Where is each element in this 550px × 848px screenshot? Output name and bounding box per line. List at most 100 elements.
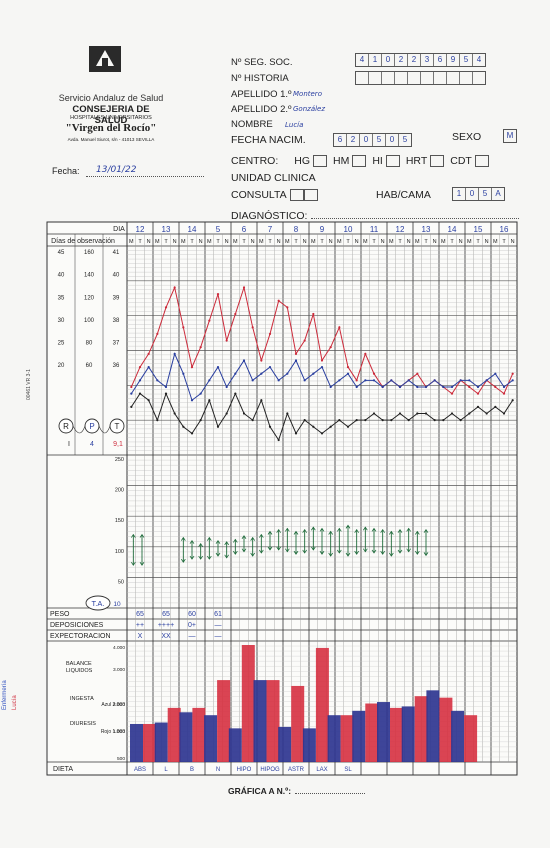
series-point-t <box>294 359 298 362</box>
ta-arrow-head-up <box>285 527 290 532</box>
andalucia-logo <box>84 44 126 82</box>
margin-note-2: Lucía <box>12 695 18 710</box>
ta-arrow-head-down <box>189 555 195 560</box>
ta-arrow-head-up <box>302 528 307 533</box>
series-point-p <box>320 359 324 362</box>
ingesta-bar <box>278 726 292 762</box>
series-point-r <box>320 432 324 435</box>
shift-label: T <box>372 239 376 245</box>
ta-arrow-head-down <box>285 548 290 553</box>
series-point-p <box>502 392 506 395</box>
expectoracion-value: — <box>215 633 222 640</box>
resp-scale-value: 40 <box>58 273 65 279</box>
series-point-p <box>182 326 185 329</box>
ta-arrow-head-down <box>415 550 420 555</box>
centro-checkbox <box>313 155 327 168</box>
seg-soc-box: 1 <box>369 54 382 66</box>
shift-label: N <box>173 239 177 245</box>
balance-label-2: LIQUIDOS <box>66 668 93 674</box>
day-number: 13 <box>162 225 171 234</box>
fecha-value: 13/01/22 <box>96 165 137 175</box>
historia-box <box>395 72 408 84</box>
shift-label: T <box>424 239 428 245</box>
shift-label: N <box>277 239 281 245</box>
series-point-r <box>277 438 280 442</box>
series-point-t <box>173 352 176 355</box>
expectoracion-label: EXPECTORACION <box>50 633 111 640</box>
series-point-t <box>390 379 393 382</box>
ta-scale-value: 100 <box>115 549 124 555</box>
expectoracion-value: — <box>189 633 196 640</box>
balance-label: BALANCE <box>66 661 92 667</box>
shift-label: N <box>147 239 151 245</box>
seg-soc-label: Nº SEG. SOC. <box>231 57 293 68</box>
series-point-r <box>164 392 168 395</box>
ingesta-label: INGESTA <box>70 696 94 702</box>
rojo-label: Rojo 1.000 <box>101 729 125 735</box>
ta-arrow-head-down <box>198 555 203 560</box>
apellido2-value: González <box>293 105 326 113</box>
apellido1-label: APELLIDO 1.º <box>231 89 292 100</box>
series-point-r <box>294 432 298 435</box>
temp-scale-value: 41 <box>113 250 120 256</box>
centro-option: CDT <box>450 155 472 167</box>
shift-label: M <box>311 239 316 245</box>
fecha-nac-box: 2 <box>347 134 360 146</box>
series-point-r <box>502 412 506 415</box>
series-point-r <box>234 392 237 395</box>
consulta-box <box>289 189 304 202</box>
series-point-t <box>338 379 341 382</box>
series-point-t <box>216 365 220 369</box>
ta-arrow-head-down <box>131 561 136 566</box>
series-point-t <box>303 379 306 382</box>
footer-text: GRÁFICA A N.º: <box>228 786 292 796</box>
ingesta-bar <box>327 715 341 762</box>
consulta-box-2 <box>303 189 318 202</box>
ta-arrow-head-up <box>371 527 377 532</box>
series-point-r <box>303 419 306 422</box>
balance-scale-value: 500 <box>117 756 125 762</box>
peso-value: 65 <box>136 611 144 618</box>
fecha-nac-box: 0 <box>386 134 399 146</box>
historia-boxes <box>355 71 486 85</box>
ta-scale-value: 50 <box>118 579 124 585</box>
series-point-t <box>442 385 445 389</box>
dieta-value: N <box>216 767 220 773</box>
hab-label: HAB/CAMA <box>376 189 431 201</box>
series-point-t <box>424 385 428 389</box>
ingesta-bar <box>130 723 143 762</box>
series-point-p <box>416 372 419 375</box>
pulse-scale-value: 100 <box>84 318 95 324</box>
ta-arrow-head-down <box>207 555 212 560</box>
dieta-value: HIPO <box>237 767 252 773</box>
series-point-r <box>199 419 202 422</box>
series-point-t <box>208 379 211 382</box>
seg-soc-box: 5 <box>460 54 473 66</box>
series-point-p <box>338 326 341 329</box>
ta-arrow-head-up <box>233 538 238 543</box>
consulta-text: CONSULTA <box>231 189 287 201</box>
resp-scale-value: 30 <box>58 318 65 324</box>
balance-scale-value: 2.000 <box>113 702 125 708</box>
series-point-p <box>138 365 142 369</box>
shift-label: T <box>346 239 350 245</box>
series-point-t <box>502 385 506 389</box>
series-point-p <box>225 339 228 342</box>
series-point-p <box>216 293 220 296</box>
seg-soc-box: 3 <box>421 54 434 66</box>
ta-arrow-head-up <box>189 539 195 544</box>
historia-box <box>356 72 369 84</box>
seg-soc-box: 4 <box>476 55 482 64</box>
series-point-p <box>476 392 480 395</box>
series-point-r <box>338 419 341 422</box>
series-point-p <box>372 372 376 375</box>
apellido2-label: APELLIDO 2.º <box>231 104 292 115</box>
shift-label: N <box>459 239 463 245</box>
service-name: Servicio Andaluz de Salud <box>58 93 164 103</box>
series-point-t <box>381 385 384 389</box>
hospital-group: HOSPITALES UNIVERSITARIOS <box>70 115 152 121</box>
day-number: 5 <box>216 225 221 234</box>
series-point-p <box>494 385 497 389</box>
